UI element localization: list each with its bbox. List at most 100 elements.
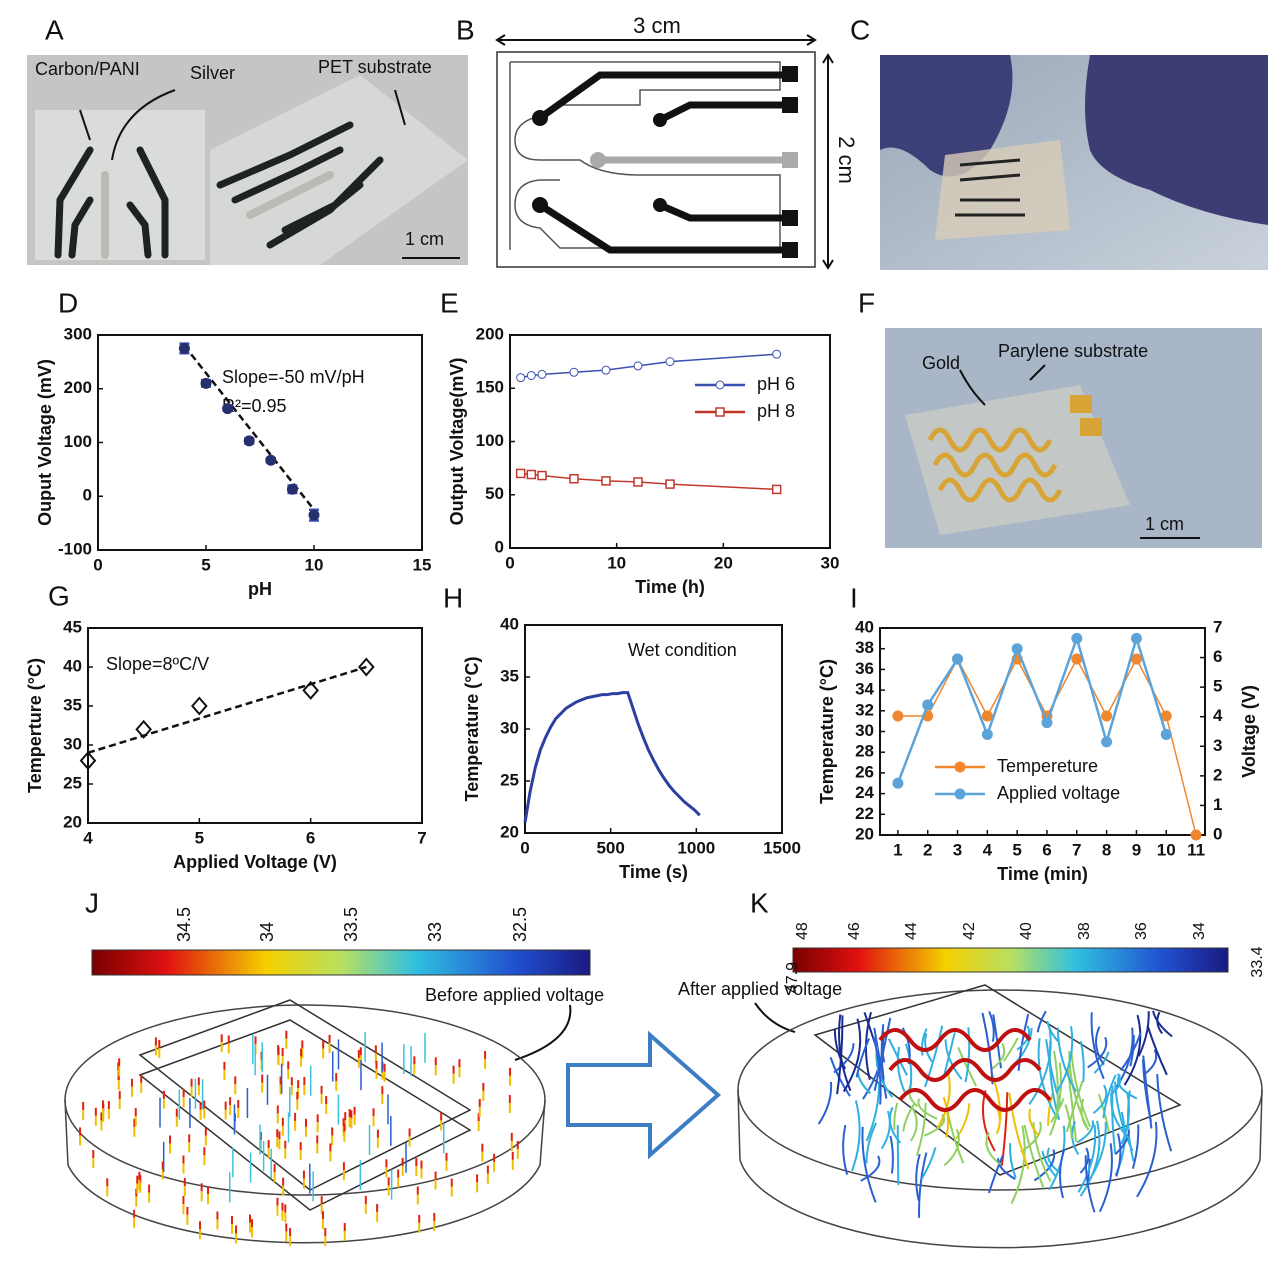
dish-side (64, 1099, 546, 1244)
flow-line (1146, 1025, 1168, 1076)
pointer-arrows (79, 89, 406, 161)
marker (537, 369, 547, 379)
panel-letter: C (850, 14, 870, 45)
annotation: Slope=8ºC/V (106, 654, 209, 674)
y2-tick-label: 5 (1213, 677, 1222, 696)
y2-tick-label: 3 (1213, 736, 1222, 755)
flow-line (915, 1102, 927, 1156)
legend-label: Applied voltage (997, 783, 1120, 803)
silver-trace (101, 171, 334, 259)
flow-line (1141, 1059, 1152, 1122)
series-line (523, 691, 701, 823)
simulation-j: 34.5 34 33.5 33 32.5 Before applied volt… (64, 907, 604, 1247)
marker (665, 479, 675, 489)
flow-line (1017, 1013, 1030, 1071)
x-tick-label: 5 (195, 828, 204, 847)
flow-line (902, 1102, 916, 1132)
y-tick-label: 20 (855, 824, 874, 843)
flow-line (1090, 1012, 1105, 1080)
x-axis-label: pH (248, 579, 272, 599)
panel-letter: F (858, 287, 875, 318)
x-tick-label: 7 (1072, 840, 1081, 859)
x-axis-label: Applied Voltage (V) (173, 852, 337, 872)
pad (590, 152, 606, 168)
flow-line (836, 1015, 844, 1095)
x-tick-label: 15 (413, 555, 432, 574)
legend-label: pH 8 (757, 401, 795, 421)
flow-line (1137, 1011, 1150, 1057)
marker (286, 483, 298, 495)
flow-line (896, 1046, 906, 1093)
y-tick-label: 20 (500, 822, 519, 841)
colorbar-ticks: 34.5 34 33.5 33 32.5 (174, 907, 530, 942)
x-tick-label: 8 (1102, 840, 1111, 859)
device-box (138, 999, 472, 1191)
flow-line (1059, 1148, 1066, 1199)
photo-c (880, 55, 1268, 270)
flow-line (873, 1017, 892, 1091)
marker (515, 468, 526, 479)
flow-line (990, 1043, 1006, 1071)
flow-line (1102, 1074, 1117, 1119)
flow-line (1092, 1084, 1108, 1114)
colorbar (792, 947, 1229, 973)
flow-line (944, 1039, 963, 1080)
flow-line (1077, 1124, 1097, 1193)
flow-line (1023, 1124, 1045, 1188)
colorbar-tick: 48 (794, 922, 811, 940)
x-tick-label: 1500 (763, 838, 801, 857)
flow-line (1056, 1027, 1077, 1093)
flow-line (893, 1102, 899, 1131)
marker (302, 680, 319, 700)
flow-line (920, 1147, 937, 1180)
y-axis-label: Temperture (°C) (25, 658, 45, 793)
y-tick-label: 150 (476, 378, 504, 397)
marker (1041, 717, 1053, 729)
traces (537, 71, 790, 254)
y-tick-label: 100 (476, 431, 504, 450)
glove (880, 55, 1013, 177)
flow-line (918, 1152, 928, 1218)
flow-line (924, 1033, 933, 1063)
panel-letter: J (85, 887, 99, 918)
flow-line (1145, 1049, 1158, 1074)
annotation: Wet condition (628, 640, 737, 660)
flow-line (1126, 1090, 1135, 1162)
y-tick-label: 35 (500, 666, 519, 685)
colorbar-tick: 33 (425, 922, 445, 942)
y-tick-label: 22 (855, 804, 874, 823)
photo-f: Gold Parylene substrate 1 cm (885, 328, 1262, 548)
marker (772, 349, 782, 359)
flow-line (842, 1124, 849, 1175)
x-tick-label: 9 (1132, 840, 1141, 859)
dish-top (64, 1004, 546, 1196)
photo-label: Silver (190, 63, 235, 83)
marker (771, 484, 782, 495)
y-tick-label: 30 (63, 734, 82, 753)
height-arrow (822, 53, 834, 270)
x-tick-label: 20 (714, 553, 733, 572)
flow-line (842, 1018, 862, 1093)
legend-marker (954, 761, 966, 773)
y-tick-label: 40 (500, 614, 519, 633)
marker (200, 377, 212, 389)
flow-line (860, 1155, 881, 1182)
flow-line (1070, 1051, 1092, 1128)
flow-line (1131, 1124, 1140, 1169)
marker (633, 361, 643, 371)
scale-label: 1 cm (1145, 514, 1184, 534)
marker (1011, 643, 1023, 655)
y-tick-label: 30 (500, 718, 519, 737)
y-tick-label: -100 (58, 539, 92, 558)
marker (569, 367, 579, 377)
flow-line (1002, 1037, 1019, 1062)
colorbar-tick: 34 (1191, 922, 1208, 940)
heater (927, 427, 1063, 503)
y-tick-label: 45 (63, 617, 82, 636)
y2-tick-label: 2 (1213, 765, 1222, 784)
colorbar-tick: 46 (846, 922, 863, 940)
y-tick-label: 20 (63, 812, 82, 831)
caption: After applied voltage (678, 979, 842, 999)
